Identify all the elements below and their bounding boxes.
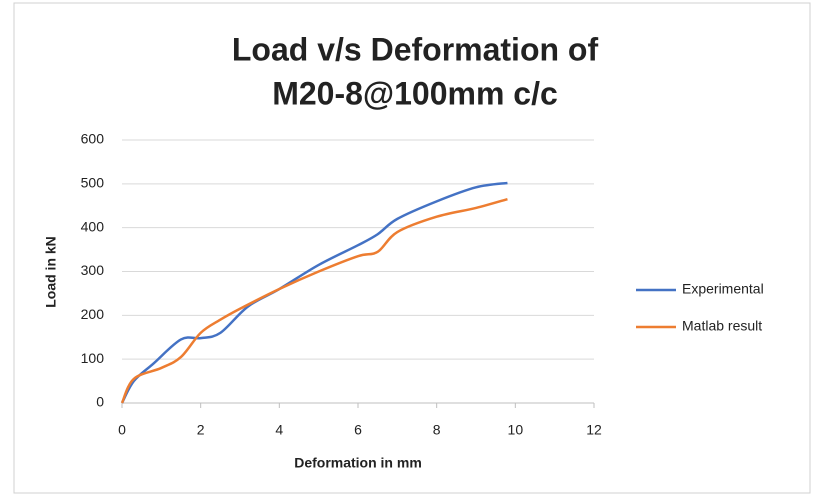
y-tick-label: 200 [81,306,105,322]
y-axis-title: Load in kN [43,236,59,308]
y-tick-label: 400 [81,218,105,234]
x-tick-label: 12 [586,422,602,438]
legend-label: Matlab result [682,318,762,334]
x-axis-title: Deformation in mm [294,455,422,471]
x-tick-label: 4 [275,422,283,438]
chart-frame [13,2,811,494]
legend-label: Experimental [682,281,764,297]
y-tick-label: 0 [96,394,104,410]
chart-title: Load v/s Deformation of [232,31,599,67]
y-tick-label: 600 [81,131,105,147]
x-tick-label: 8 [433,422,441,438]
y-tick-label: 500 [81,175,105,191]
y-tick-label: 300 [81,262,105,278]
x-tick-label: 0 [118,422,126,438]
data-line [120,197,508,404]
y-tick-label: 100 [81,350,105,366]
x-tick-label: 6 [354,422,362,438]
x-tick-label: 2 [197,422,205,438]
x-tick-label: 10 [508,422,524,438]
chart-title: M20-8@100mm c/c [272,75,558,111]
